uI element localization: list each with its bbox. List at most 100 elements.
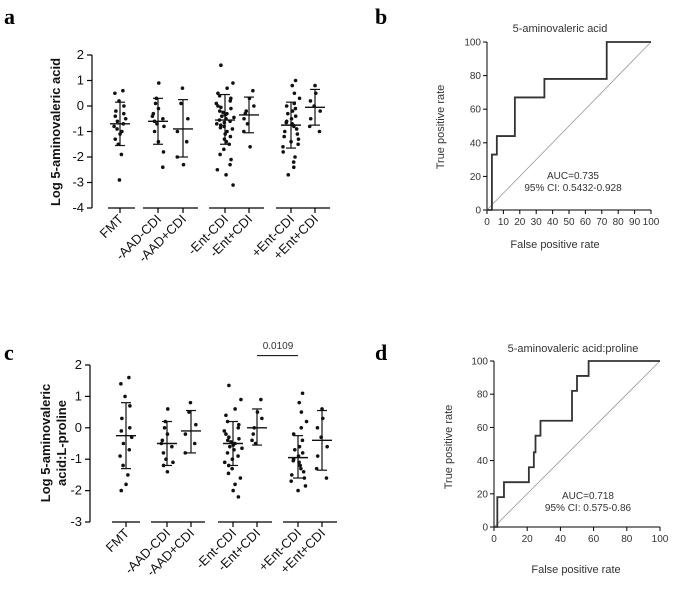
data-point: [115, 127, 119, 131]
data-point: [188, 400, 193, 405]
data-point: [228, 162, 232, 167]
data-point: [232, 115, 236, 120]
data-point: [315, 454, 320, 458]
data-point: [292, 91, 297, 96]
data-point: [302, 476, 307, 480]
data-point: [120, 129, 124, 134]
data-point: [315, 426, 320, 430]
data-point: [295, 132, 300, 136]
x-tick-label: 60: [588, 534, 600, 545]
category-label: FMT: [103, 525, 133, 555]
data-point: [292, 165, 296, 169]
y-tick-label: -2: [70, 483, 82, 498]
data-point: [115, 119, 120, 124]
data-point: [123, 394, 127, 399]
data-point: [127, 426, 132, 430]
data-point: [170, 444, 174, 449]
data-point: [120, 416, 124, 421]
y-tick-label: 0: [475, 206, 481, 217]
x-tick-label: 20: [522, 534, 534, 545]
data-point: [233, 482, 237, 487]
panel-a-ylabel: Log 5-aminovaleric acid: [48, 58, 63, 206]
data-point: [293, 106, 298, 111]
data-point: [156, 81, 161, 85]
data-point: [222, 460, 227, 465]
data-point: [325, 444, 329, 449]
panel-d-ci: 95% CI: 0.575-0.86: [545, 503, 632, 514]
data-point: [214, 122, 219, 126]
x-tick-label: 80: [621, 534, 633, 545]
y-tick-label: 1: [75, 388, 82, 403]
y-tick-label: 100: [471, 357, 488, 368]
data-point: [225, 419, 230, 424]
y-tick-label: -3: [72, 175, 84, 190]
data-point: [218, 152, 222, 157]
data-point: [183, 432, 188, 436]
data-point: [282, 129, 287, 134]
data-point: [152, 129, 157, 134]
y-tick-label: 60: [470, 105, 482, 116]
y-tick-label: -4: [72, 200, 84, 215]
x-tick-label: 40: [547, 217, 559, 228]
data-point: [175, 129, 180, 134]
data-point: [153, 101, 158, 106]
data-point: [113, 91, 117, 96]
data-point: [226, 471, 231, 476]
data-point: [314, 466, 319, 471]
y-tick-label: 20: [470, 172, 482, 183]
data-point: [308, 116, 313, 121]
data-point: [250, 438, 254, 443]
x-tick-label: 60: [580, 217, 592, 228]
y-tick-label: 80: [477, 390, 489, 401]
x-tick-label: 0: [491, 534, 497, 545]
y-tick-label: 1: [77, 73, 84, 88]
data-point: [227, 435, 231, 440]
data-point: [299, 466, 303, 471]
y-tick-label: -1: [70, 451, 82, 466]
data-point: [162, 426, 167, 430]
y-tick-label: 2: [75, 357, 82, 372]
data-point: [324, 476, 329, 480]
x-tick-label: 40: [555, 534, 567, 545]
data-point: [161, 150, 166, 154]
data-point: [160, 165, 165, 169]
data-point: [222, 429, 227, 433]
data-point: [122, 104, 126, 108]
data-point: [180, 86, 185, 90]
roc-curve: [487, 41, 651, 211]
x-tick-label: 0: [484, 217, 490, 228]
data-point: [230, 466, 234, 471]
data-point: [248, 145, 252, 149]
data-point: [317, 129, 322, 134]
panel-d-title: 5-aminovaleric acid:proline: [508, 343, 639, 355]
data-point: [313, 83, 317, 88]
y-tick-label: 40: [477, 456, 489, 467]
data-point: [318, 109, 322, 113]
data-point: [293, 155, 297, 159]
y-tick-label: 80: [470, 71, 482, 82]
data-point: [301, 469, 306, 474]
data-point: [161, 116, 165, 121]
data-point: [281, 145, 285, 149]
data-point: [215, 167, 220, 172]
data-point: [127, 375, 131, 380]
y-tick-label: 20: [477, 489, 489, 500]
data-point: [192, 441, 197, 446]
data-point: [121, 111, 126, 116]
x-tick-label: 100: [643, 217, 660, 228]
data-point: [231, 81, 235, 85]
data-point: [299, 410, 304, 414]
data-point: [299, 426, 304, 430]
data-point: [298, 463, 302, 468]
x-tick-label: 80: [613, 217, 625, 228]
y-tick-label: 60: [477, 423, 489, 434]
data-point: [293, 78, 298, 83]
data-point: [320, 407, 324, 411]
data-point: [217, 109, 222, 113]
data-point: [113, 137, 118, 141]
data-point: [225, 438, 230, 443]
panel-letter-d: d: [375, 340, 387, 365]
data-point: [296, 137, 301, 141]
data-point: [297, 96, 302, 101]
